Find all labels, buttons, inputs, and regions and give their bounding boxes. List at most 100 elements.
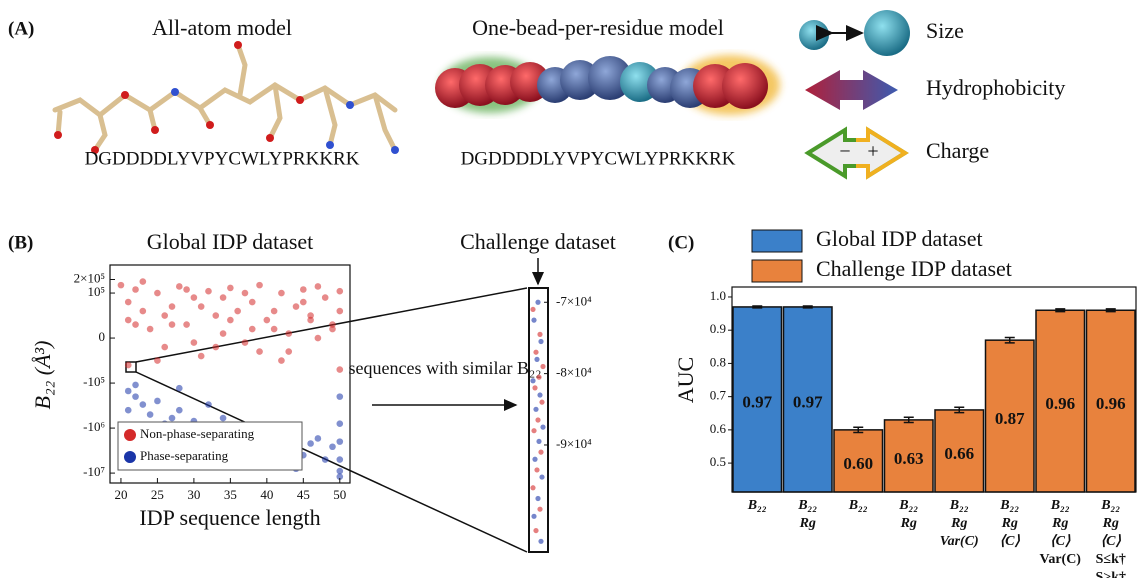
point xyxy=(124,406,132,414)
x-tick-label: 25 xyxy=(151,487,164,502)
zoom-line xyxy=(135,371,528,553)
bar xyxy=(732,306,783,493)
legend-label: Challenge IDP dataset xyxy=(816,256,1012,281)
point xyxy=(300,286,307,293)
point xyxy=(336,366,344,373)
point xyxy=(248,325,256,333)
value-label: 0.63 xyxy=(894,449,924,468)
point xyxy=(336,287,344,295)
panel-label: (B) xyxy=(8,232,33,253)
charge-sign: − xyxy=(839,141,850,163)
y-tick-label: -10⁷ xyxy=(83,464,105,479)
x-tick-label: ⟨C⟩ xyxy=(1000,534,1021,549)
point xyxy=(539,474,545,480)
point xyxy=(227,316,234,324)
point xyxy=(329,443,336,451)
annotation: sequences with similar B₂₂ xyxy=(348,358,541,378)
x-tick-label: ⟨C⟩ xyxy=(1101,534,1122,549)
point xyxy=(124,316,132,324)
chart-title: Challenge dataset xyxy=(460,229,616,254)
point xyxy=(278,289,285,297)
point xyxy=(329,325,336,333)
point xyxy=(117,281,125,289)
legend-label: Charge xyxy=(926,138,989,163)
point xyxy=(132,321,139,328)
point xyxy=(285,348,293,355)
point xyxy=(124,298,132,306)
y-tick-label: -9×10⁴ xyxy=(556,436,592,451)
x-tick-label: B₂₂ xyxy=(747,498,767,513)
legend-label: Global IDP dataset xyxy=(816,226,983,251)
property-legend xyxy=(799,10,910,180)
model-title: One-bead-per-residue model xyxy=(472,15,724,40)
point xyxy=(530,378,536,384)
value-label: 0.96 xyxy=(1045,394,1075,413)
point xyxy=(314,435,322,442)
point xyxy=(161,312,169,319)
point xyxy=(314,283,322,290)
point xyxy=(168,414,176,422)
point xyxy=(278,357,285,364)
error-bar xyxy=(853,426,864,434)
point xyxy=(234,307,241,315)
y-tick-label: 0.7 xyxy=(710,388,727,403)
point xyxy=(307,440,314,447)
x-tick-label: Rg xyxy=(950,516,967,531)
point xyxy=(285,330,293,337)
point xyxy=(146,325,154,333)
x-tick-label: Rg xyxy=(900,516,917,531)
point xyxy=(535,417,541,423)
x-tick-label: 50 xyxy=(333,487,346,502)
point xyxy=(539,399,545,405)
y-tick-label: 0 xyxy=(99,329,106,344)
error-bar xyxy=(1004,336,1015,344)
error-bar xyxy=(802,305,813,309)
y-tick-label: 0.6 xyxy=(710,421,727,436)
point xyxy=(537,392,543,398)
x-tick-label: 40 xyxy=(260,487,273,502)
point xyxy=(321,294,329,301)
error-bar xyxy=(1105,308,1116,313)
x-tick-label: B₂₂ xyxy=(898,498,918,513)
point xyxy=(321,456,329,463)
x-tick-label: Rg xyxy=(799,516,816,531)
point xyxy=(531,317,537,323)
legend-box xyxy=(117,421,303,471)
point xyxy=(336,467,344,475)
point xyxy=(538,449,544,455)
point xyxy=(183,321,190,328)
point xyxy=(336,420,344,428)
point xyxy=(533,406,539,412)
point xyxy=(533,349,539,355)
point xyxy=(154,397,161,405)
x-tick-label: Rg xyxy=(1102,516,1119,531)
model-title: All-atom model xyxy=(152,15,292,40)
legend-label: Non-phase-separating xyxy=(140,426,255,441)
point xyxy=(540,424,546,430)
error-bar xyxy=(752,305,763,309)
point xyxy=(205,401,212,408)
x-tick-label: 35 xyxy=(224,487,237,502)
x-tick-label: B₂₂ xyxy=(848,498,868,513)
y-axis-label: AUC xyxy=(673,357,698,403)
x-tick-label: B₂₂ xyxy=(949,498,969,513)
point xyxy=(124,387,132,395)
x-tick-label: Var(C) xyxy=(1040,552,1082,567)
legend-label: Phase-separating xyxy=(140,448,229,463)
point xyxy=(531,428,537,434)
y-tick-label: 1.0 xyxy=(710,288,726,303)
y-tick-label: 0.5 xyxy=(710,454,726,469)
point xyxy=(336,456,344,463)
point xyxy=(336,473,344,480)
all-atom-structure xyxy=(52,42,398,153)
point xyxy=(307,316,314,324)
point xyxy=(132,381,139,389)
point xyxy=(270,307,278,315)
point xyxy=(212,343,220,351)
chart-title: Global IDP dataset xyxy=(147,229,314,254)
x-tick-label: 20 xyxy=(114,487,127,502)
point xyxy=(219,294,227,301)
point xyxy=(124,361,132,369)
point xyxy=(256,281,263,289)
point xyxy=(314,334,322,342)
